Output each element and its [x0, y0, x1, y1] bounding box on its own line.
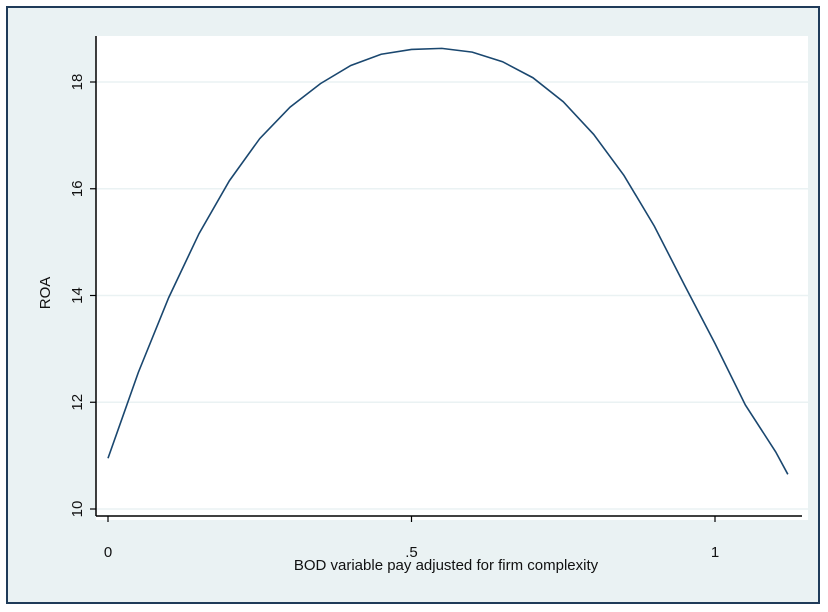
y-tick-label-4: 18: [69, 74, 86, 91]
y-tick-label-3: 16: [69, 180, 86, 197]
series-line: [107, 47, 789, 475]
y-tick-label-0: 10: [69, 501, 86, 518]
x-axis-ticks: 0.5 1: [104, 516, 719, 561]
y-axis-title: ROA: [37, 277, 54, 310]
x-axis-title: BOD variable pay adjusted for firm compl…: [294, 557, 599, 574]
plot-area: [96, 36, 808, 520]
y-tick-label-2: 14: [69, 287, 86, 304]
x-tick-label-0: 0: [104, 544, 112, 561]
y-tick-label-1: 12: [69, 394, 86, 411]
x-tick-label-2: 1: [711, 544, 719, 561]
y-axis-ticks: 10 12 14 16 18: [69, 74, 96, 518]
x-tick-label-1: .5: [405, 544, 418, 561]
grid-lines: [96, 81, 808, 510]
